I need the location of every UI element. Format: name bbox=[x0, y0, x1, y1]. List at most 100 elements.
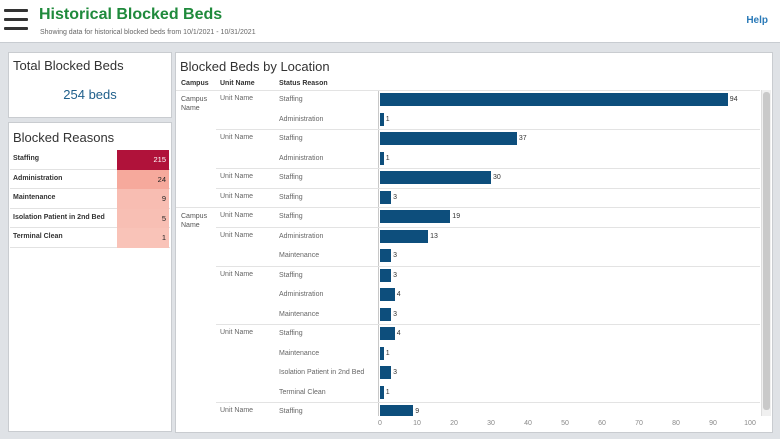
page-title: Historical Blocked Beds bbox=[39, 6, 223, 23]
row-divider bbox=[216, 324, 760, 325]
status-reason: Administration bbox=[279, 232, 324, 240]
status-reason: Administration bbox=[279, 154, 324, 162]
reason-count: 215 bbox=[153, 155, 166, 164]
status-reason: Staffing bbox=[279, 96, 303, 103]
bar-value-label: 1 bbox=[385, 349, 390, 357]
bar-value-label: 30 bbox=[493, 174, 501, 181]
x-axis-tick-label: 70 bbox=[635, 420, 643, 427]
bar-value-label: 1 bbox=[385, 154, 390, 162]
reason-label: Isolation Patient in 2nd Bed bbox=[13, 213, 105, 221]
reason-label: Terminal Clean bbox=[13, 233, 63, 240]
campus-column-header[interactable]: Campus bbox=[181, 80, 209, 87]
bar[interactable] bbox=[380, 229, 429, 243]
reason-row[interactable]: Terminal Clean 1 bbox=[10, 228, 170, 248]
reason-label: Administration bbox=[13, 174, 63, 182]
row-divider bbox=[216, 168, 760, 169]
reason-count: 1 bbox=[161, 233, 166, 242]
reason-label: Staffing bbox=[13, 155, 40, 162]
row-divider bbox=[216, 402, 760, 403]
reason-heat-cell: 9 bbox=[117, 189, 169, 209]
unit-name: Unit Name bbox=[220, 192, 254, 200]
total-blocked-beds-value: 254 beds bbox=[9, 87, 171, 102]
unit-name: Unit Name bbox=[220, 329, 254, 336]
bar-value-label: 4 bbox=[396, 291, 401, 298]
total-blocked-beds-panel: Total Blocked Beds 254 beds bbox=[8, 52, 172, 118]
bar[interactable] bbox=[380, 366, 392, 379]
bar[interactable] bbox=[380, 132, 517, 145]
status-reason: Staffing bbox=[279, 330, 303, 337]
bar-value-label: 4 bbox=[396, 330, 401, 337]
bar-value-label: 94 bbox=[729, 96, 738, 103]
reason-row[interactable]: Staffing 215 bbox=[10, 150, 170, 170]
status-reason: Staffing bbox=[279, 408, 303, 415]
campus-name: Campus Name bbox=[181, 96, 208, 112]
bar[interactable] bbox=[380, 249, 392, 262]
bar[interactable] bbox=[380, 190, 392, 204]
bar[interactable] bbox=[380, 405, 414, 416]
reason-row[interactable]: Isolation Patient in 2nd Bed 5 bbox=[10, 208, 170, 228]
bar-value-label: 3 bbox=[393, 310, 397, 318]
reason-heat-cell: 1 bbox=[117, 228, 169, 248]
bar[interactable] bbox=[380, 385, 384, 399]
bar[interactable] bbox=[380, 346, 384, 360]
scrollbar-thumb[interactable] bbox=[763, 92, 770, 410]
unit-name: Unit Name bbox=[220, 173, 254, 180]
reason-count: 5 bbox=[161, 213, 166, 223]
reason-heat-cell: 24 bbox=[117, 169, 169, 189]
status-reason: Maintenance bbox=[279, 349, 320, 357]
status-reason: Maintenance bbox=[279, 310, 320, 318]
bar[interactable] bbox=[380, 210, 451, 223]
status-reason-column-header[interactable]: Status Reason bbox=[279, 80, 328, 87]
unit-name: Unit Name bbox=[220, 231, 254, 239]
location-bar-chart: Campus Name Unit Name Staffing 94 Administra… bbox=[176, 90, 760, 416]
page-subtitle: Showing data for historical blocked beds… bbox=[40, 29, 256, 36]
bar[interactable] bbox=[380, 171, 491, 184]
bar[interactable] bbox=[380, 151, 384, 165]
bar[interactable] bbox=[380, 93, 728, 106]
app-header: Historical Blocked Beds Showing data for… bbox=[0, 0, 780, 43]
row-divider bbox=[176, 90, 760, 91]
status-reason: Isolation Patient in 2nd Bed bbox=[279, 369, 365, 376]
status-reason: Administration bbox=[279, 291, 324, 298]
bar-value-label: 37 bbox=[518, 135, 527, 142]
bar-value-label: 9 bbox=[415, 408, 420, 415]
status-reason: Staffing bbox=[279, 174, 303, 181]
reason-row[interactable]: Administration 24 bbox=[10, 169, 170, 189]
bar[interactable] bbox=[380, 268, 392, 282]
row-divider bbox=[216, 265, 760, 267]
status-reason: Staffing bbox=[279, 271, 303, 279]
bar[interactable] bbox=[380, 288, 395, 301]
chart-scrollbar[interactable] bbox=[761, 90, 771, 416]
unit-name: Unit Name bbox=[220, 407, 254, 414]
unit-name: Unit Name bbox=[220, 212, 254, 219]
x-axis-tick-label: 50 bbox=[561, 420, 569, 427]
blocked-reasons-title: Blocked Reasons bbox=[13, 130, 115, 145]
bar[interactable] bbox=[380, 307, 392, 321]
blocked-beds-by-location-panel: Blocked Beds by Location Campus Unit Nam… bbox=[175, 52, 773, 433]
reason-count: 24 bbox=[157, 174, 166, 184]
hamburger-menu-icon[interactable] bbox=[4, 9, 28, 31]
reason-row[interactable]: Maintenance 9 bbox=[10, 189, 170, 209]
unit-name: Unit Name bbox=[220, 270, 254, 278]
help-link[interactable]: Help bbox=[746, 15, 768, 26]
bar-value-label: 3 bbox=[393, 252, 397, 259]
bar-value-label: 3 bbox=[393, 369, 397, 376]
bar[interactable] bbox=[380, 112, 384, 126]
x-axis-tick-label: 10 bbox=[413, 420, 421, 427]
status-reason: Maintenance bbox=[279, 252, 320, 259]
row-divider bbox=[176, 207, 760, 208]
blocked-reasons-panel: Blocked Reasons Staffing 215 Administratio… bbox=[8, 122, 172, 432]
bar-value-label: 3 bbox=[393, 271, 397, 279]
x-axis-tick-label: 60 bbox=[598, 420, 606, 427]
reason-label: Maintenance bbox=[13, 194, 56, 201]
status-reason: Staffing bbox=[279, 135, 303, 142]
bar-value-label: 3 bbox=[393, 193, 397, 201]
bar-value-label: 13 bbox=[430, 232, 438, 240]
reason-heat-cell: 215 bbox=[117, 150, 169, 170]
status-reason: Staffing bbox=[279, 213, 303, 220]
bar[interactable] bbox=[380, 327, 395, 340]
status-reason: Administration bbox=[279, 115, 324, 123]
x-axis-tick-label: 100 bbox=[744, 420, 756, 427]
x-axis-tick-label: 30 bbox=[487, 420, 495, 427]
unit-name-column-header[interactable]: Unit Name bbox=[220, 80, 255, 87]
